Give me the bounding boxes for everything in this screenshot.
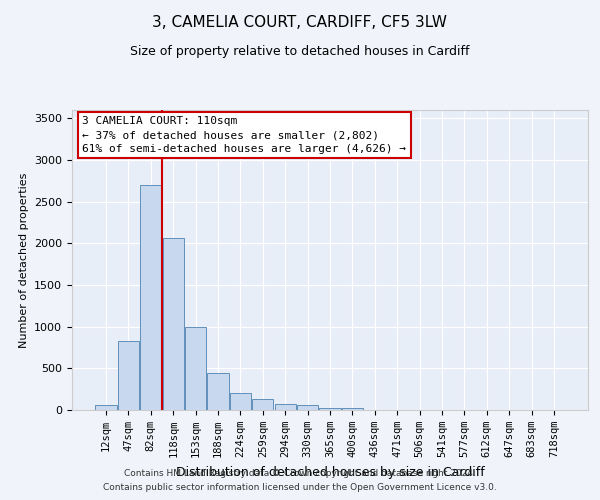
Text: Contains HM Land Registry data © Crown copyright and database right 2024.: Contains HM Land Registry data © Crown c… [124, 468, 476, 477]
Bar [185, 326, 206, 410]
Bar [140, 185, 161, 410]
Text: Size of property relative to detached houses in Cardiff: Size of property relative to detached ho… [130, 45, 470, 58]
Text: 3 CAMELIA COURT: 110sqm
← 37% of detached houses are smaller (2,802)
61% of semi: 3 CAMELIA COURT: 110sqm ← 37% of detache… [82, 116, 406, 154]
Bar [297, 406, 318, 410]
Bar [208, 372, 229, 410]
Text: 3, CAMELIA COURT, CARDIFF, CF5 3LW: 3, CAMELIA COURT, CARDIFF, CF5 3LW [152, 15, 448, 30]
Bar [95, 405, 117, 410]
X-axis label: Distribution of detached houses by size in Cardiff: Distribution of detached houses by size … [176, 466, 484, 478]
Bar [275, 404, 296, 410]
Bar [230, 394, 251, 410]
Bar [319, 408, 341, 410]
Text: Contains public sector information licensed under the Open Government Licence v3: Contains public sector information licen… [103, 484, 497, 492]
Bar [163, 238, 184, 410]
Bar [118, 341, 139, 410]
Y-axis label: Number of detached properties: Number of detached properties [19, 172, 29, 348]
Bar [342, 408, 363, 410]
Bar [252, 399, 274, 410]
